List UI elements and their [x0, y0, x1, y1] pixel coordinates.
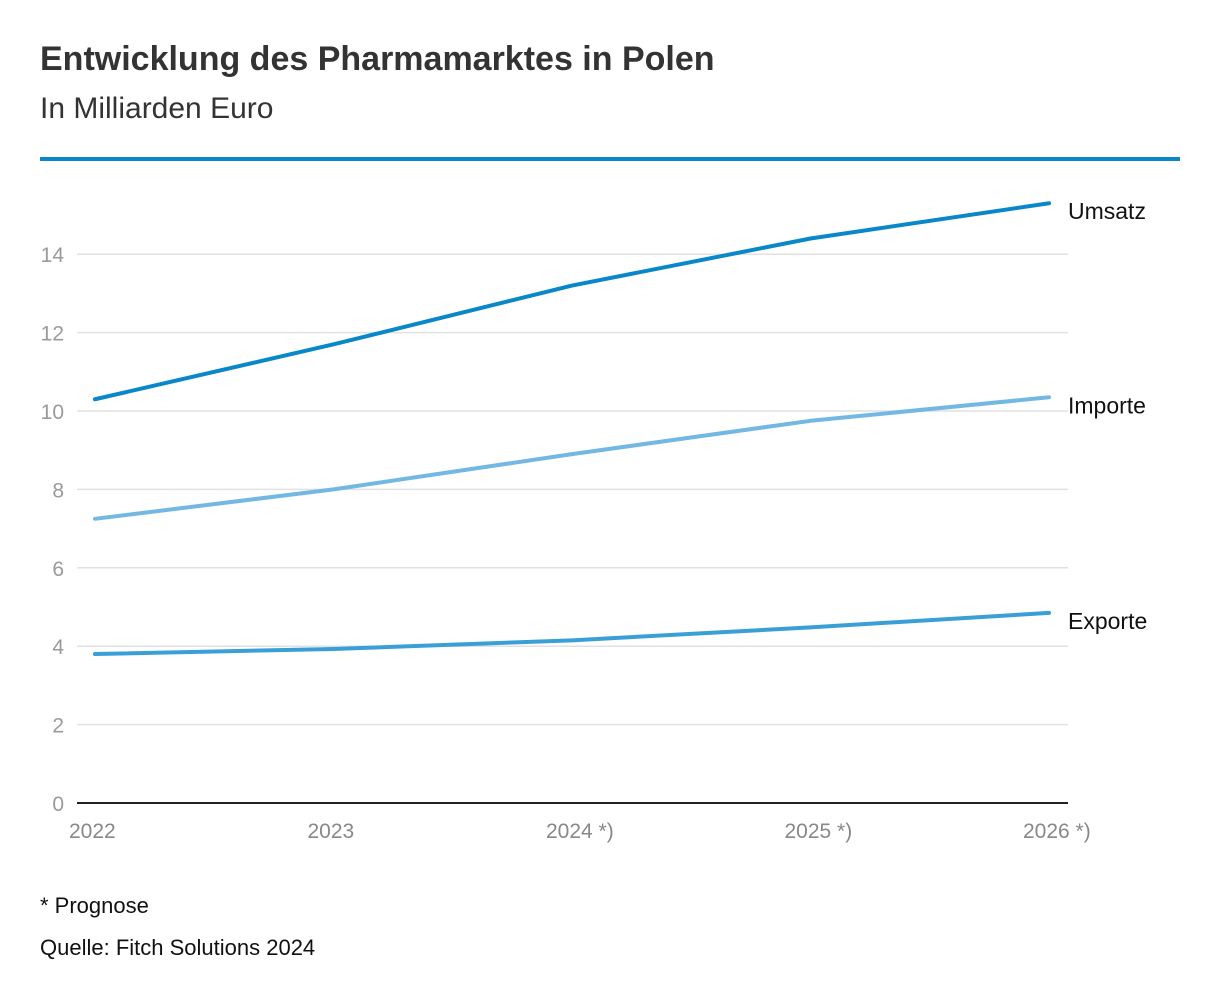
series-labels: Umsatz Importe Exporte [1068, 198, 1147, 634]
x-tick-label: 2026 *) [1023, 820, 1091, 843]
x-tick-label: 2025 *) [785, 820, 853, 843]
y-tick-label: 0 [52, 793, 64, 816]
y-tick-label: 2 [52, 715, 64, 738]
y-tick-labels: 0 2 4 6 8 10 12 14 [41, 244, 65, 816]
series-lines [93, 201, 1051, 657]
source-note: Quelle: Fitch Solutions 2024 [40, 935, 316, 960]
x-tick-label: 2023 [308, 820, 355, 843]
series-line-importe [93, 395, 1051, 521]
title-rule [40, 157, 1180, 161]
series-label-umsatz: Umsatz [1068, 198, 1146, 224]
x-tick-label: 2024 *) [546, 820, 614, 843]
y-tick-label: 12 [41, 323, 64, 346]
y-tick-label: 10 [41, 401, 64, 424]
y-tick-label: 14 [41, 244, 65, 267]
forecast-footnote: * Prognose [40, 893, 149, 918]
y-tick-label: 4 [52, 636, 64, 659]
y-tick-label: 6 [52, 558, 64, 581]
series-line-umsatz [93, 201, 1051, 402]
grid-lines [77, 253, 1068, 726]
y-tick-label: 8 [52, 479, 64, 502]
series-line-exporte [93, 610, 1051, 657]
series-label-exporte: Exporte [1068, 608, 1147, 634]
x-tick-label: 2022 [69, 820, 116, 843]
series-label-importe: Importe [1068, 392, 1146, 418]
chart-subtitle: In Milliarden Euro [40, 92, 274, 125]
x-tick-labels: 2022 2023 2024 *) 2025 *) 2026 *) [69, 820, 1091, 843]
chart-title: Entwicklung des Pharmamarktes in Polen [40, 40, 715, 78]
